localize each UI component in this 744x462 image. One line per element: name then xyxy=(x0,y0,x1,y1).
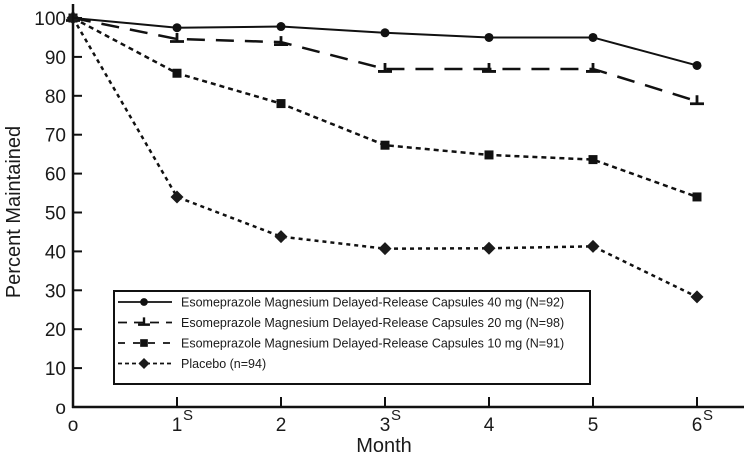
data-point xyxy=(172,68,182,78)
y-tick-label: 90 xyxy=(45,48,66,69)
data-point xyxy=(276,99,286,109)
y-tick-label: 10 xyxy=(45,359,66,380)
legend-items: Esomeprazole Magnesium Delayed-Release C… xyxy=(118,296,564,371)
legend-item: Esomeprazole Magnesium Delayed-Release C… xyxy=(118,337,564,351)
y-tick-label: 100 xyxy=(34,9,66,30)
y-tick-label: o xyxy=(55,398,66,419)
x-tick-label: 6 xyxy=(692,415,703,436)
legend-marker xyxy=(138,357,150,370)
data-point xyxy=(482,62,496,73)
series-line xyxy=(72,16,698,199)
x-tick-label: 3 xyxy=(380,415,391,436)
data-point xyxy=(484,150,494,160)
data-point xyxy=(172,23,182,33)
series-inverted-t xyxy=(66,12,704,106)
data-point xyxy=(588,155,598,165)
series-diamond xyxy=(66,11,704,304)
data-point xyxy=(690,95,704,106)
legend-marker xyxy=(138,317,150,326)
x-tick-label: o xyxy=(68,415,79,436)
data-point xyxy=(690,290,704,304)
legend-item: Esomeprazole Magnesium Delayed-Release C… xyxy=(118,296,564,310)
data-point xyxy=(378,242,392,256)
data-point xyxy=(378,62,392,73)
data-point xyxy=(380,28,390,38)
data-point xyxy=(586,239,600,253)
data-point xyxy=(692,192,702,202)
legend-item: Placebo (n=94) xyxy=(118,357,266,371)
y-tick-label: 20 xyxy=(45,320,66,341)
data-point xyxy=(170,33,184,43)
data-point xyxy=(586,62,600,73)
data-point xyxy=(380,140,390,150)
x-tick-superscript: S xyxy=(391,407,401,424)
data-point xyxy=(692,60,702,70)
x-tick-label: 2 xyxy=(276,415,287,436)
series-layer xyxy=(66,11,704,304)
data-point xyxy=(170,190,184,204)
y-axis-title: Percent Maintained xyxy=(3,126,25,298)
data-point xyxy=(274,230,288,244)
x-tick-superscript: S xyxy=(703,407,713,424)
y-tick-label: 60 xyxy=(45,165,66,186)
legend-marker xyxy=(140,298,148,306)
data-point xyxy=(588,32,598,42)
x-tick-label: 1 xyxy=(172,415,183,436)
series-circle xyxy=(68,13,702,70)
x-tick-superscript: S xyxy=(183,407,193,424)
legend-label: Esomeprazole Magnesium Delayed-Release C… xyxy=(181,296,564,310)
data-point xyxy=(274,36,288,47)
y-tick-label: 70 xyxy=(45,126,66,147)
legend-box xyxy=(113,290,591,385)
data-point xyxy=(482,241,496,255)
y-ticks: o 10 20 30 40 50 60 70 80 90 100 xyxy=(34,9,82,419)
y-tick-label: 30 xyxy=(45,281,66,302)
legend: Esomeprazole Magnesium Delayed-Release C… xyxy=(113,290,591,385)
y-tick-label: 50 xyxy=(45,204,66,225)
axes xyxy=(71,4,744,409)
legend-marker xyxy=(140,339,148,347)
legend-label: Esomeprazole Magnesium Delayed-Release C… xyxy=(181,337,564,351)
legend-label: Esomeprazole Magnesium Delayed-Release C… xyxy=(181,316,564,330)
y-tick-label: 40 xyxy=(45,242,66,263)
y-tick-label: 80 xyxy=(45,87,66,108)
legend-label: Placebo (n=94) xyxy=(181,357,266,371)
x-tick-label: 4 xyxy=(484,415,495,436)
legend-item: Esomeprazole Magnesium Delayed-Release C… xyxy=(118,316,564,330)
data-point xyxy=(484,32,494,42)
x-tick-label: 5 xyxy=(588,415,599,436)
data-point xyxy=(276,22,286,32)
x-axis-title: Month xyxy=(356,435,412,457)
series-line xyxy=(72,17,698,67)
